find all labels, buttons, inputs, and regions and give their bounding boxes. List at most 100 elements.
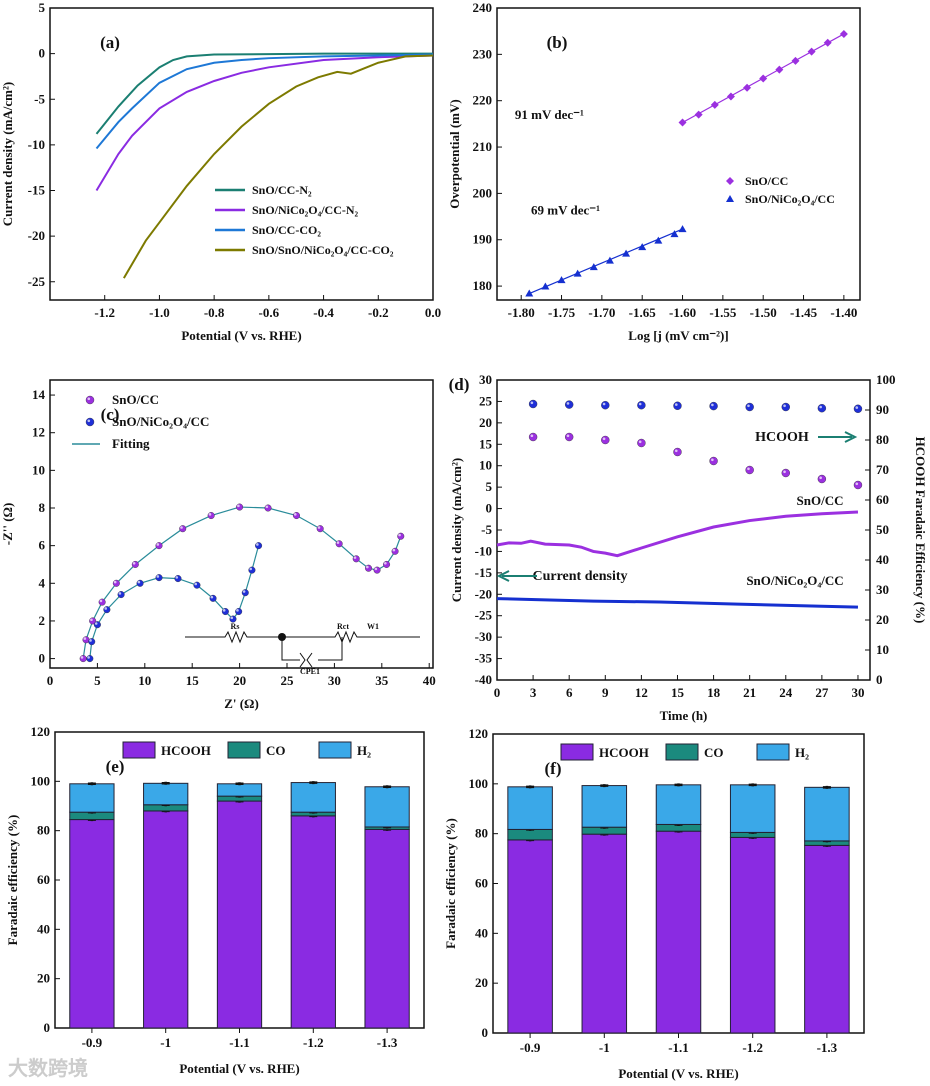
bar-hcooh [216,800,263,1029]
data-point [670,230,679,238]
fit-line [682,33,845,124]
point-highlight [530,434,534,438]
y-right-tick-label: 80 [876,432,889,447]
point-highlight [602,437,606,441]
point-highlight [94,622,98,625]
data-point [85,417,95,427]
point-highlight [711,458,714,462]
data-point [678,225,687,233]
y-tick-label: 0 [39,651,46,666]
bar-hcooh [69,819,115,1029]
x-tick-label: -1.55 [709,305,737,320]
data-point [564,432,574,442]
legend-label: HCOOH [599,745,649,760]
legend-label: SnO/NiCo₂O₄/CC [112,414,209,429]
circuit-node [278,633,286,641]
y-right-tick-label: 10 [876,642,889,657]
point-highlight [208,513,212,516]
bar-h [290,782,336,813]
point-highlight [674,449,678,453]
x-tick-label: -1.70 [588,305,615,320]
bar-h [729,784,776,833]
data-point [383,560,391,568]
point-highlight [392,548,396,552]
point-highlight [566,434,570,438]
bar-hcooh [655,830,702,1034]
x-tick-label: 15 [186,673,200,688]
bar-hcooh [507,839,553,1034]
panel-label: (e) [106,757,125,776]
data-point [817,474,827,484]
plot-frame [49,379,434,669]
data-point [264,504,272,512]
y-right-tick-label: 70 [876,462,889,477]
y-right-tick-label: 30 [876,582,889,597]
point-highlight [602,402,606,406]
panel-label: (c) [101,405,120,424]
point-highlight [783,470,786,474]
x-tick-label: -0.4 [313,305,334,320]
y-axis-label: Overpotential (mV) [447,99,462,208]
x-tick-label: 10 [138,673,151,688]
bar-h [804,786,850,842]
point-highlight [83,637,87,640]
data-point [397,532,405,540]
legend-label: SnO/NiCo₂O₄/CC-N₂ [252,203,359,217]
x-tick-label: -1.50 [750,305,777,320]
data-point [88,638,96,646]
x-tick-label: -1.40 [830,305,857,320]
bar-hcooh [364,828,410,1029]
point-highlight [113,580,117,584]
error-bar [87,782,96,786]
point-highlight [674,403,678,406]
data-point [528,399,538,409]
watermark: 大数跨境 [8,1056,88,1080]
point-highlight [747,467,750,471]
panel-label: (d) [449,375,470,394]
y-tick-label: 80 [475,826,488,841]
point-highlight [87,419,91,423]
y-tick-label: 230 [473,46,493,61]
y-tick-label: -30 [475,629,492,644]
x-tick-label: -1.2 [303,1035,324,1050]
plot-frame [496,379,871,681]
y-tick-label: 220 [473,93,493,108]
y-axis-label: Faradaic efficiency (%) [5,815,20,946]
y-tick-label: 0 [39,46,46,61]
data-point [316,525,324,533]
bar-h [69,783,115,813]
y-tick-label: 40 [475,925,488,940]
legend-swatch [227,741,261,759]
series-line [95,54,434,192]
y-tick-label: 5 [486,479,493,494]
y-right-tick-label: 90 [876,402,889,417]
x-tick-label: -0.8 [204,305,225,320]
bar-co [507,828,553,841]
circuit-label: Rs [231,622,240,631]
y-tick-label: 120 [31,724,51,739]
data-point [745,402,754,412]
panel-f: 0 20 40 60 80 100 120 Potential (V vs. RHE) Fara… [443,726,865,1081]
point-highlight [104,607,107,610]
data-point [673,447,682,457]
x-axis-label: Potential (V vs. RHE) [179,1061,299,1076]
x-tick-label: -0.9 [82,1035,103,1050]
x-tick-label: -0.6 [259,305,280,320]
point-highlight [566,402,570,405]
legend-label: H₂ [795,745,809,760]
y-tick-label: 12 [32,425,45,440]
y-tick-label: 2 [39,613,46,628]
data-point [86,655,94,663]
x-tick-label: 25 [281,673,295,688]
point-highlight [237,504,240,508]
legend-label: SnO/CC-CO₂ [252,223,321,237]
point-highlight [353,556,357,559]
series-line [123,54,434,279]
legend-swatch [665,743,699,761]
panel-label: (b) [547,33,568,52]
y-tick-label: 80 [37,823,50,838]
data-point [365,564,373,572]
x-tick-label: -1.3 [817,1040,838,1055]
circuit-wires [185,630,420,661]
y-tick-label: 180 [473,278,493,293]
